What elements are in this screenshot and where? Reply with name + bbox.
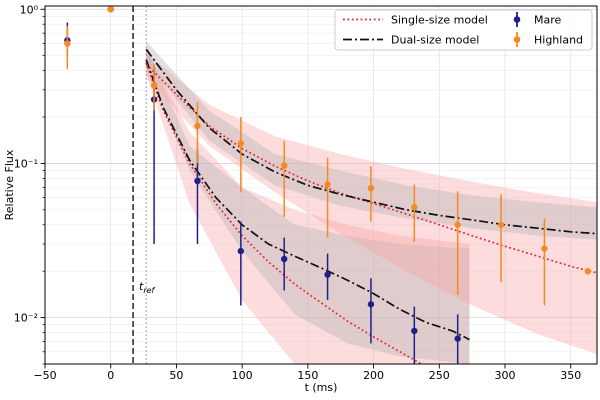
highland-data-point [367,185,375,192]
x-tick-label: 100 [232,369,253,382]
legend: Single-size model Dual-size model Mare H… [334,9,593,51]
mare-data-point [367,301,375,308]
highland-data-point [541,245,548,252]
x-tick-label: 200 [363,369,384,382]
highland-data-point [497,221,505,228]
reference-lines [132,6,147,364]
band-dashdot-mare [146,48,470,364]
x-tick-label: 250 [429,369,450,382]
highland-data-point [194,122,201,130]
legend-box [334,9,593,51]
highland-data-point [324,181,331,188]
legend-label-dual: Dual-size model [391,34,479,47]
legend-label-mare: Mare [534,14,562,27]
x-tick-label: −50 [33,369,56,382]
y-tick-label: 10⁻¹ [14,157,38,170]
highland-data-point [584,267,591,275]
y-tick-label: 10⁰ [20,3,39,16]
mare-data-point [237,247,245,255]
highland-data-point [107,6,114,13]
x-tick-label: 350 [560,369,581,382]
legend-label-highland: Highland [534,34,583,47]
x-tick-label: 0 [107,369,114,382]
legend-label-single: Single-size model [391,14,488,27]
y-tick-label: 10⁻² [14,312,38,325]
legend-swatch-highland-dot [513,36,521,43]
model-lines [145,48,597,364]
x-tick-label: 300 [495,369,516,382]
legend-swatch-mare-dot [513,16,521,23]
highland-data-point [150,82,158,89]
highland-data-point [411,204,418,211]
model-line-dotted-mare [145,62,424,364]
x-axis-label: t (ms) [305,381,338,394]
x-tick-label: 150 [297,369,318,382]
highland-data-point [64,40,71,47]
mare-data-point [194,177,201,185]
y-axis-label: Relative Flux [3,149,16,220]
mare-data-point [411,327,418,335]
model-line-dashdot-highland [145,48,597,235]
t-ref-sub: ref [143,286,155,295]
model-line-dashdot-mare [145,59,470,341]
plot-frame [44,5,598,365]
band-dotted-mare [146,49,470,364]
axis-ticks: 10⁰ 10⁻¹ 10⁻² −50 0 50 100 150 200 250 300 350 [14,3,581,382]
mare-data-point [281,255,288,263]
mare-data-point [454,335,461,342]
x-tick-label: 50 [169,369,183,382]
mare-data-point [324,271,331,278]
highland-data-point [454,221,461,228]
highland-data-point [237,140,245,147]
t-ref-main: t [139,280,144,293]
t-ref-annotation: tref [139,280,156,295]
highland-data-point [281,162,288,169]
model-line-dotted-highland [145,63,597,274]
data-points [64,6,591,364]
